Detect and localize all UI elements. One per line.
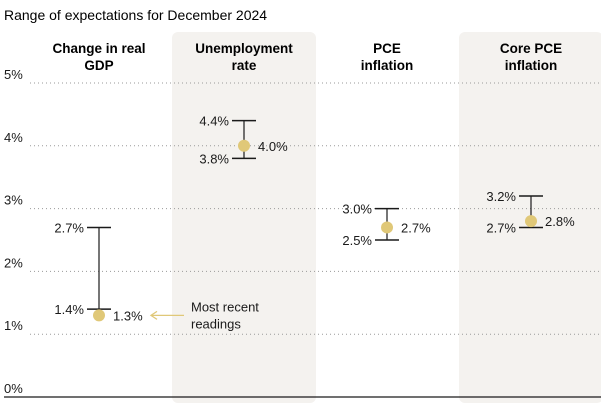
recent-label: 1.3%	[113, 308, 143, 323]
recent-label: 4.0%	[258, 139, 288, 154]
recent-marker	[381, 221, 393, 234]
y-tick-label: 4%	[4, 130, 23, 145]
high-label: 2.7%	[54, 220, 84, 235]
annotation-text: readings	[191, 316, 241, 331]
y-tick-label: 5%	[4, 67, 23, 82]
column-titles: Change in real GDP Unemployment rate PCE infl…	[52, 41, 562, 73]
recent-marker	[238, 139, 250, 152]
annotation-text: Most recent	[191, 299, 259, 314]
chart-title: Range of expectations for December 2024	[4, 7, 267, 23]
y-tick-label: 1%	[4, 318, 23, 333]
y-tick-label: 2%	[4, 255, 23, 270]
recent-marker	[525, 215, 537, 228]
recent-marker	[93, 309, 105, 322]
low-label: 1.4%	[54, 302, 84, 317]
high-label: 3.2%	[486, 189, 516, 204]
low-label: 3.8%	[199, 151, 229, 166]
column-title-line: rate	[232, 58, 257, 73]
column-title-line: Unemployment	[195, 41, 293, 56]
annotation-arrow-head	[149, 310, 158, 320]
high-label: 4.4%	[199, 114, 229, 129]
y-tick-label: 3%	[4, 193, 23, 208]
low-label: 2.5%	[342, 233, 372, 248]
range-marks: 2.7% 1.4% 1.3% 4.4% 3.8% 4.0% 3.0% 2.5% 2.7% 3.2%…	[54, 114, 575, 324]
column-title-line: PCE	[373, 41, 401, 56]
column-title-line: Core PCE	[500, 41, 562, 56]
column-title-line: Change in real	[52, 41, 145, 56]
recent-label: 2.7%	[401, 220, 431, 235]
most-recent-annotation: Most recent readings	[149, 299, 259, 331]
y-tick-label: 0%	[4, 381, 23, 396]
low-label: 2.7%	[486, 220, 516, 235]
y-axis-ticks: 0% 1% 2% 3% 4% 5%	[4, 67, 23, 396]
column-title-line: inflation	[361, 58, 414, 73]
high-label: 3.0%	[342, 202, 372, 217]
column-title-line: inflation	[505, 58, 558, 73]
column-shade-2	[172, 32, 316, 403]
recent-label: 2.8%	[545, 214, 575, 229]
column-title-line: GDP	[84, 58, 113, 73]
gridlines	[4, 82, 601, 398]
